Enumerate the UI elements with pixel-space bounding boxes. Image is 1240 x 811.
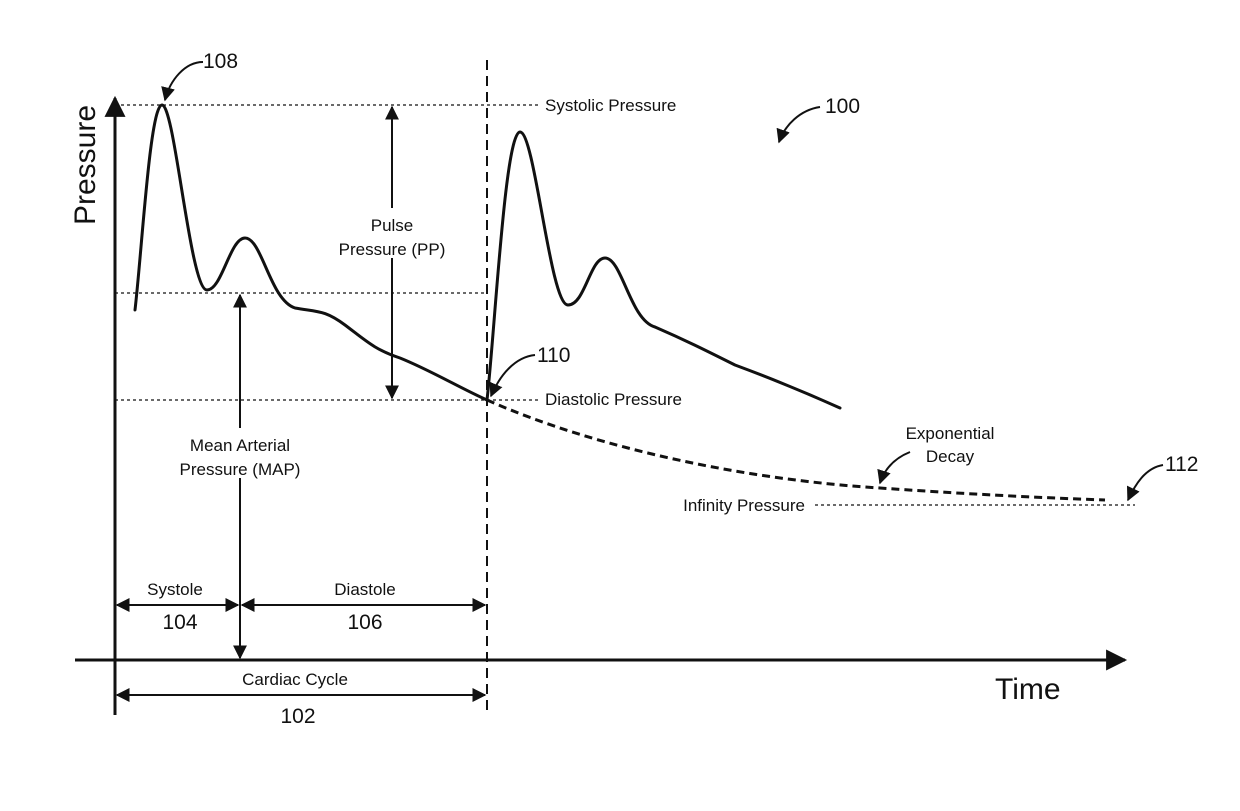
ref-112-pointer	[1128, 465, 1163, 500]
map-label-1: Mean Arterial	[190, 436, 290, 455]
cardiac-cycle-ref: 102	[280, 705, 315, 728]
ref-112: 112	[1165, 453, 1198, 476]
systolic-label: Systolic Pressure	[545, 96, 676, 115]
ref-100-pointer	[779, 107, 820, 142]
cardiac-cycle-label: Cardiac Cycle	[242, 670, 348, 689]
ref-108-pointer	[165, 62, 203, 100]
exponential-decay-curve	[487, 400, 1105, 500]
pressure-waveform-diagram: Pressure Time Systolic Pressure Diastoli…	[0, 0, 1240, 811]
y-axis-label: Pressure	[69, 105, 102, 225]
infinity-label: Infinity Pressure	[683, 496, 805, 515]
pulse-pressure-label-1: Pulse	[371, 216, 414, 235]
ref-110: 110	[537, 344, 570, 367]
ref-110-pointer	[491, 355, 535, 396]
diastolic-label: Diastolic Pressure	[545, 390, 682, 409]
pulse-pressure-label-2: Pressure (PP)	[339, 240, 446, 259]
exp-decay-label-2: Decay	[926, 447, 975, 466]
systole-label: Systole	[147, 580, 203, 599]
diastole-label: Diastole	[334, 580, 395, 599]
exp-decay-pointer	[880, 452, 910, 483]
diastole-ref: 106	[347, 611, 382, 634]
x-axis-label: Time	[995, 673, 1061, 706]
ref-108: 108	[203, 50, 238, 73]
ref-100: 100	[825, 95, 860, 118]
map-label-2: Pressure (MAP)	[180, 460, 301, 479]
exp-decay-label-1: Exponential	[906, 424, 995, 443]
systole-ref: 104	[162, 611, 197, 634]
